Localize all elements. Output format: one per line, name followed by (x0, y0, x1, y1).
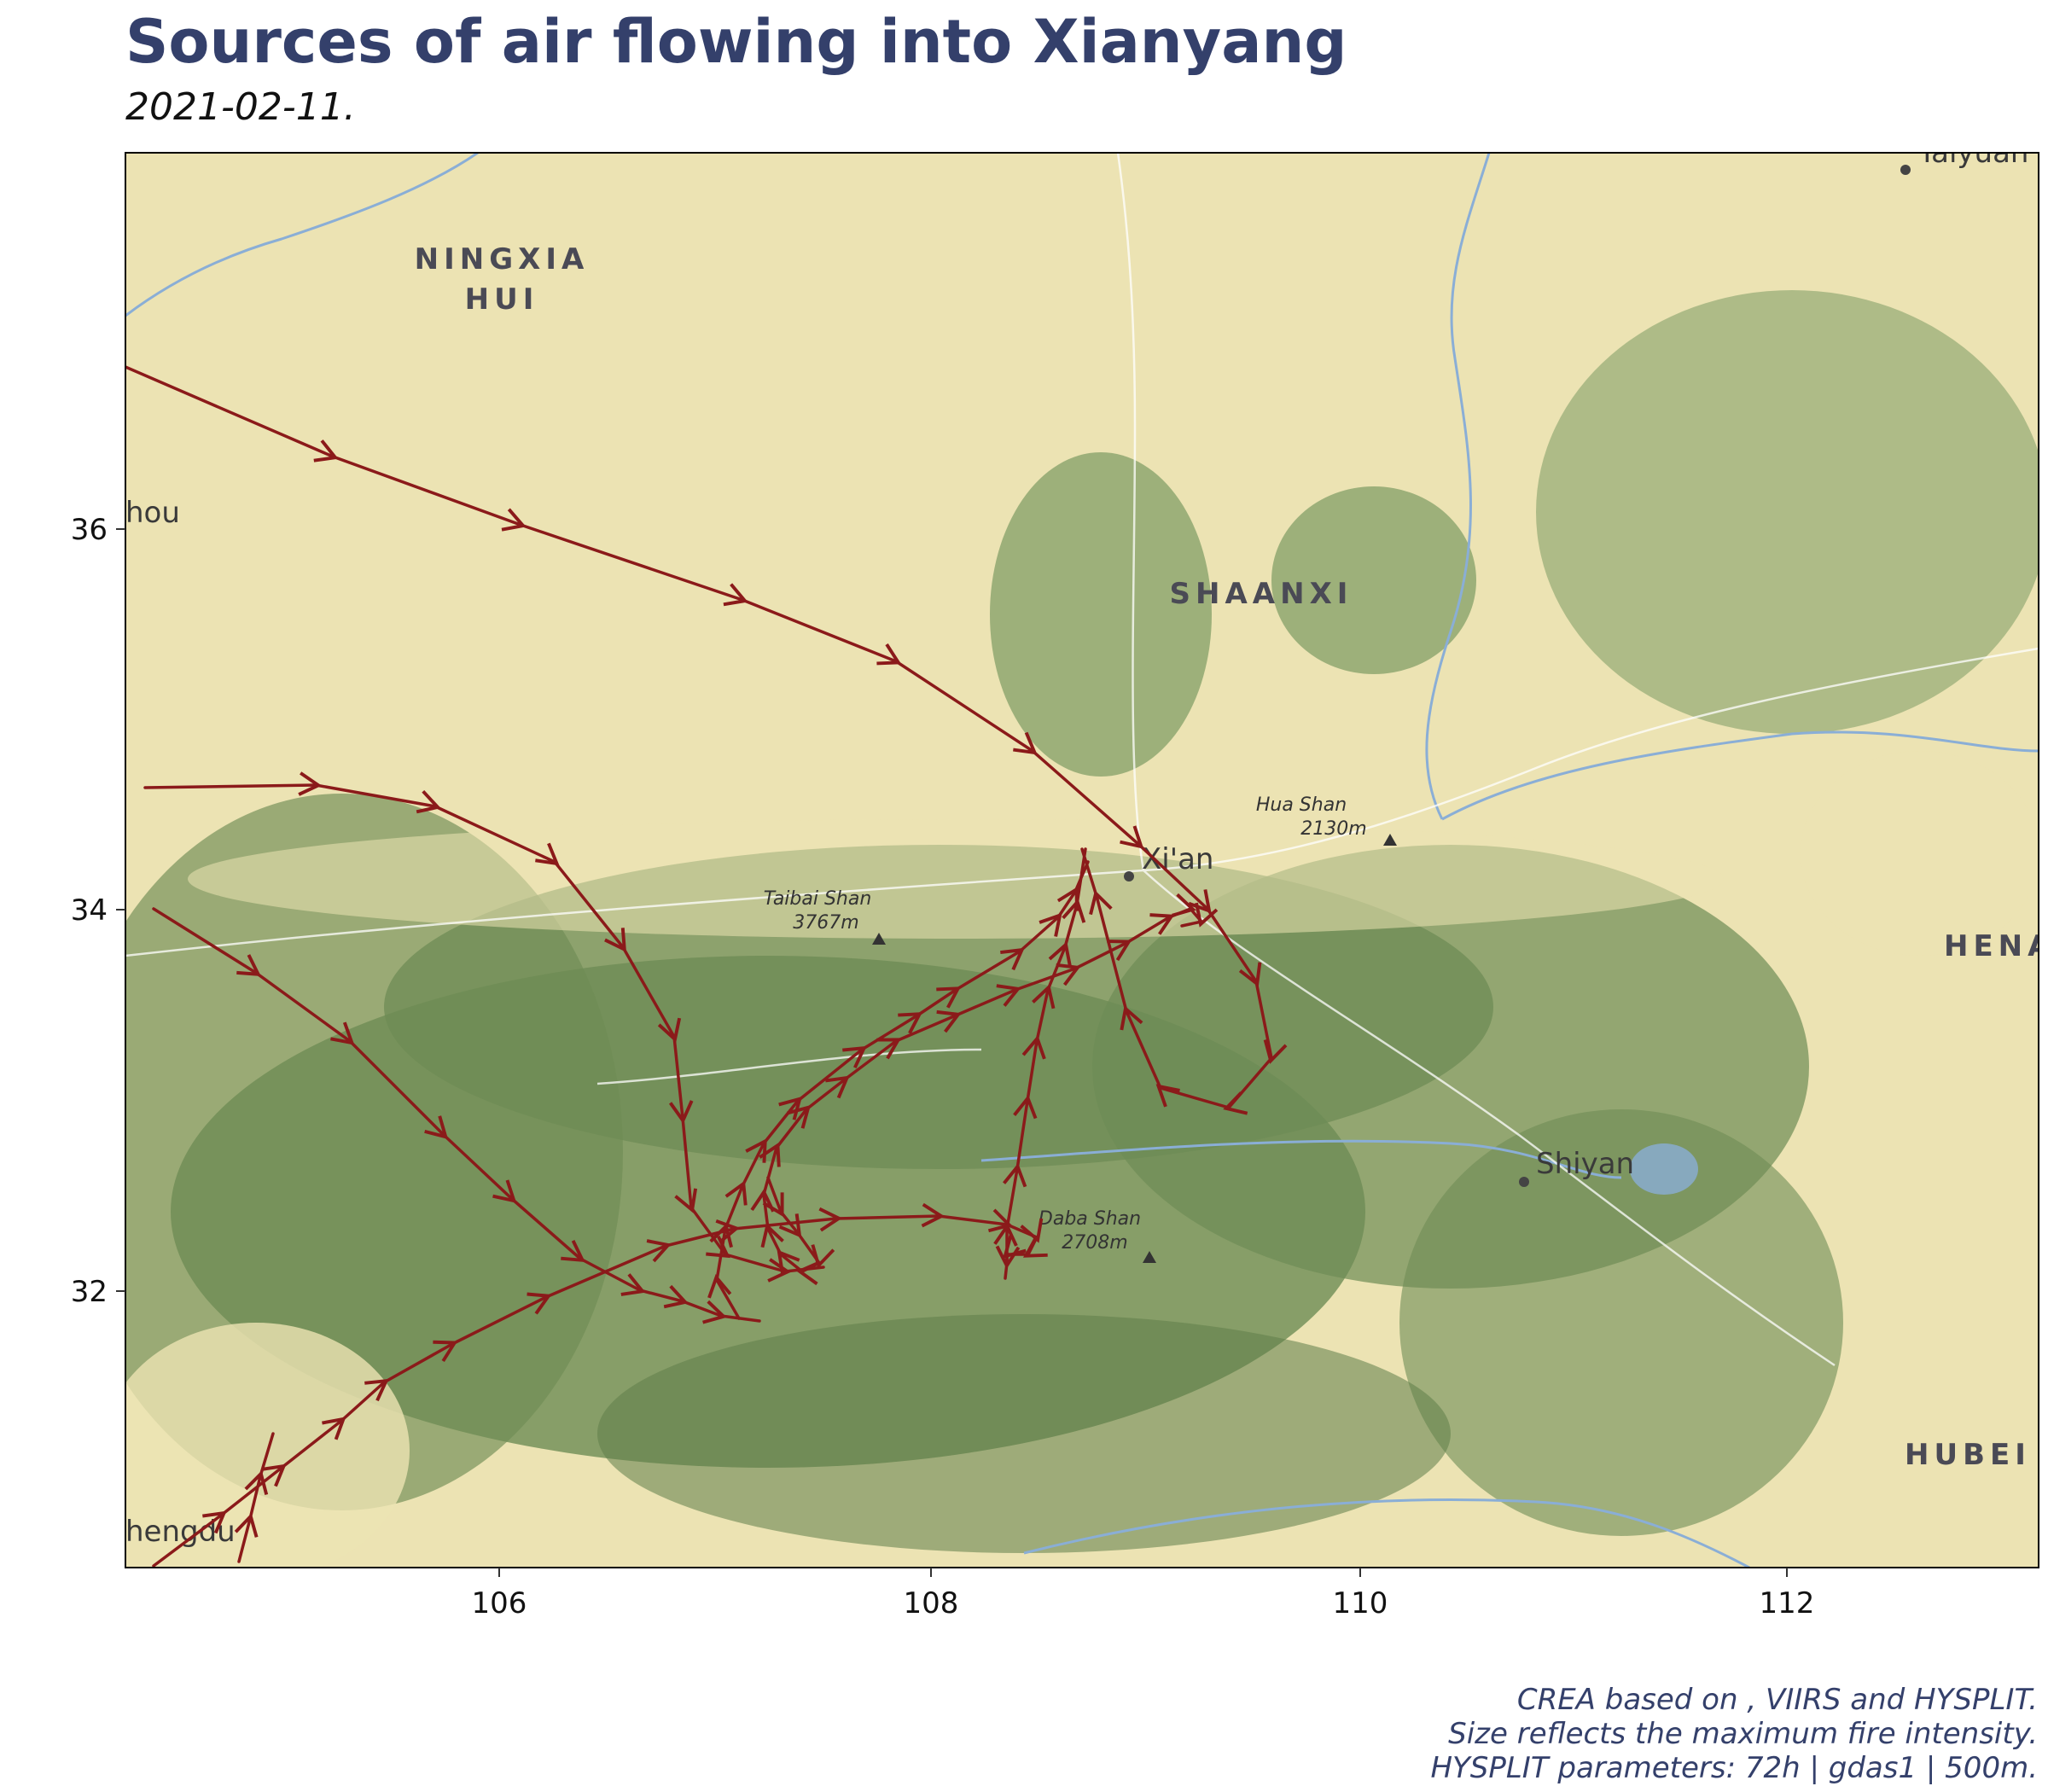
x-tick-label-108: 108 (904, 1586, 959, 1620)
label-henan: HENA (1944, 929, 2048, 963)
label-taibai-name: Taibai Shan (764, 888, 872, 910)
y-tick-label-36: 36 (71, 513, 108, 547)
y-tick-label-32: 32 (71, 1275, 108, 1309)
label-hou: hou (125, 496, 180, 530)
trajectory-5 (234, 1432, 275, 1563)
label-hui: HUI (465, 282, 539, 317)
reservoir (1630, 1143, 1698, 1195)
y-axis (116, 528, 125, 1292)
city-dot-xian (1124, 871, 1134, 881)
label-shiyan: Shiyan (1536, 1147, 1634, 1181)
label-shaanxi: SHAANXI (1170, 577, 1353, 611)
label-taibai-elev: 3767m (793, 912, 858, 934)
label-taiyuan: Taiyuan (1917, 136, 2028, 170)
x-tick-label-110: 110 (1333, 1586, 1388, 1620)
chart-subtitle: 2021-02-11. (125, 85, 356, 129)
x-axis (498, 1568, 1788, 1577)
x-tick-label-112: 112 (1760, 1586, 1815, 1620)
label-hua-name: Hua Shan (1256, 794, 1347, 816)
caption-line-1: CREA based on , VIIRS and HYSPLIT. (1516, 1683, 2038, 1717)
caption: CREA based on , VIIRS and HYSPLIT. Size … (1430, 1683, 2038, 1785)
label-hubei: HUBEI (1905, 1438, 2031, 1472)
city-dot-shiyan (1519, 1177, 1529, 1187)
basemap: NINGXIA HUI SHAANXI HENA HUBEI Xi'an Shi… (125, 136, 2048, 1568)
x-tick-label-106: 106 (472, 1586, 527, 1620)
trajectory-8 (750, 893, 1219, 1286)
caption-line-3: HYSPLIT parameters: 72h | gdas1 | 500m. (1430, 1751, 2038, 1785)
label-ningxia: NINGXIA (415, 242, 590, 276)
label-hua-elev: 2130m (1300, 818, 1366, 840)
label-daba-elev: 2708m (1062, 1232, 1127, 1254)
chart-title: Sources of air flowing into Xianyang (125, 7, 1347, 77)
peak-marker-hua (1383, 834, 1397, 846)
label-hengdu: hengdu (125, 1515, 236, 1549)
label-daba-name: Daba Shan (1039, 1208, 1141, 1230)
city-dot-taiyuan (1900, 165, 1911, 175)
caption-line-2: Size reflects the maximum fire intensity… (1448, 1717, 2038, 1751)
y-tick-label-34: 34 (71, 893, 108, 928)
trajectories (125, 365, 1288, 1568)
plot-frame (125, 152, 2039, 1568)
